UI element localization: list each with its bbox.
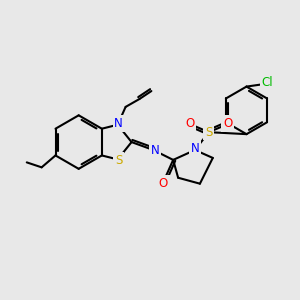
Text: S: S <box>205 126 212 139</box>
Text: O: O <box>185 117 195 130</box>
Text: N: N <box>151 143 160 157</box>
Text: O: O <box>159 177 168 190</box>
Text: O: O <box>223 117 232 130</box>
Text: Cl: Cl <box>262 76 273 89</box>
Text: N: N <box>190 142 199 154</box>
Text: N: N <box>114 117 123 130</box>
Text: S: S <box>115 154 122 167</box>
